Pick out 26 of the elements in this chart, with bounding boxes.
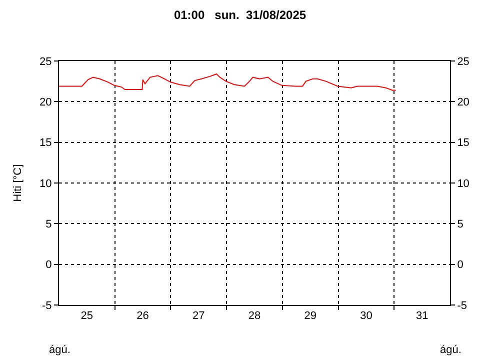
x-tick-label: 25 xyxy=(80,310,94,322)
y2-tick-label: 25 xyxy=(457,56,470,68)
x-tick-label: 30 xyxy=(360,310,372,322)
y2-tick-label: 15 xyxy=(457,137,470,150)
x-tick-label: 26 xyxy=(136,310,149,322)
y-tick-label: 15 xyxy=(40,137,52,150)
x-tick-label: 29 xyxy=(304,310,316,322)
y-tick-label: 25 xyxy=(40,56,52,68)
x-tick-label: 27 xyxy=(192,310,205,322)
x-tick-label: 28 xyxy=(248,310,261,322)
y-tick-label: -5 xyxy=(42,300,52,312)
y2-tick-label: 20 xyxy=(457,96,470,109)
y2-tick-label: 0 xyxy=(457,259,464,272)
text: ágú. xyxy=(49,344,70,356)
x-tick-label: 31 xyxy=(416,310,428,322)
text: ágú. xyxy=(440,344,462,356)
y-tick-label: 20 xyxy=(40,96,52,109)
y-tick-label: 0 xyxy=(46,259,52,272)
chart-title: 01:00 sun. 31/08/2025 xyxy=(174,8,306,22)
y-tick-label: 10 xyxy=(40,178,52,190)
y2-tick-label: 10 xyxy=(457,178,470,190)
y2-tick-label: 5 xyxy=(457,218,464,231)
line-series xyxy=(59,74,396,91)
y-axis-title: Hiti [°C] xyxy=(12,164,24,202)
y2-tick-label: -5 xyxy=(457,300,467,312)
y-tick-label: 5 xyxy=(46,218,52,231)
